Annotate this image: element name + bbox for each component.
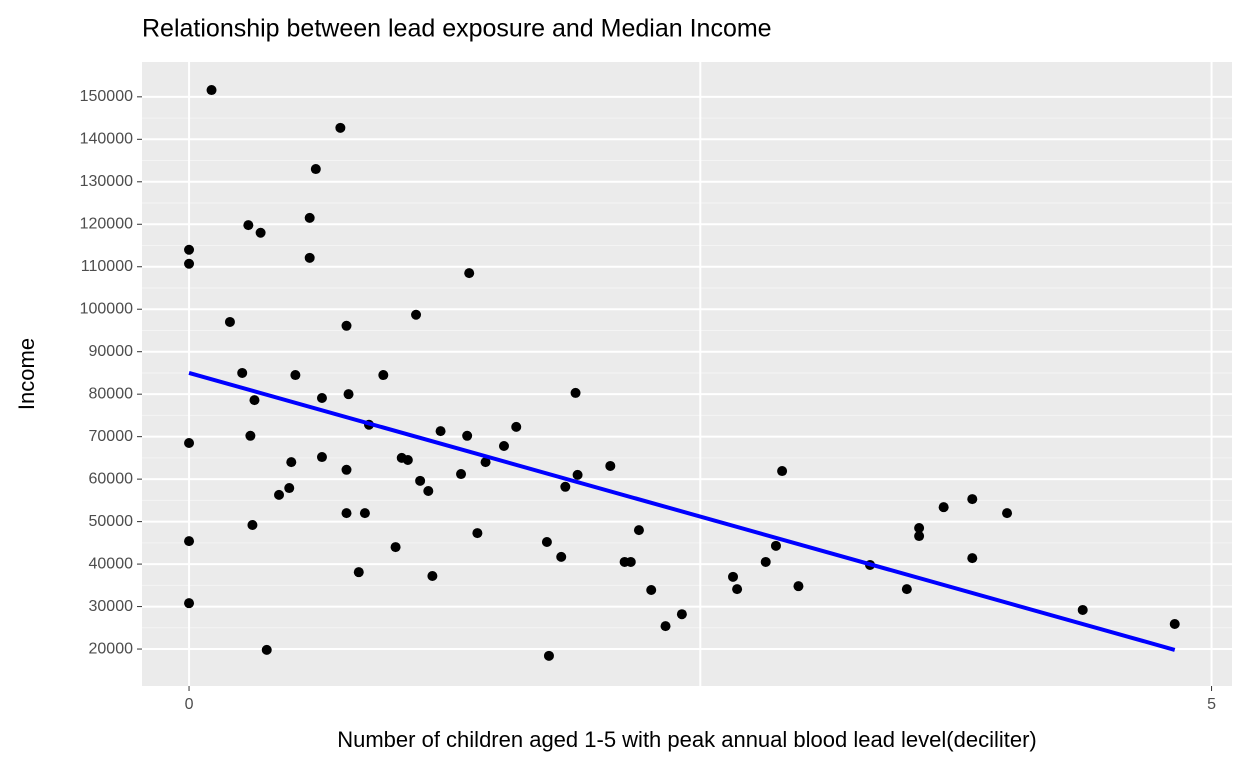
panel xyxy=(142,62,1232,686)
point xyxy=(728,571,739,582)
point xyxy=(224,316,235,327)
x-tick-label: 5 xyxy=(1207,696,1216,713)
point xyxy=(341,320,352,331)
point xyxy=(498,441,509,451)
point xyxy=(435,426,446,437)
point xyxy=(480,457,491,468)
point xyxy=(243,220,254,231)
point xyxy=(261,644,272,655)
point xyxy=(286,457,297,468)
y-tick-label: 50000 xyxy=(89,513,134,530)
point xyxy=(343,389,354,400)
point xyxy=(543,650,554,661)
point xyxy=(556,551,567,562)
point xyxy=(359,508,370,519)
point xyxy=(378,370,389,381)
point xyxy=(793,581,804,592)
point xyxy=(511,421,522,432)
point xyxy=(570,387,581,398)
point xyxy=(290,370,301,381)
point xyxy=(304,212,315,223)
y-tick-label: 90000 xyxy=(89,343,134,360)
point xyxy=(427,570,438,581)
point xyxy=(572,469,583,480)
point xyxy=(411,309,422,320)
point xyxy=(423,486,434,497)
point xyxy=(456,469,467,480)
point xyxy=(646,585,657,595)
y-tick-label: 20000 xyxy=(89,640,134,657)
point xyxy=(255,227,266,238)
point xyxy=(316,452,327,463)
point xyxy=(1077,604,1088,615)
point xyxy=(914,522,925,533)
point xyxy=(274,489,285,500)
y-tick-label: 40000 xyxy=(89,555,134,572)
point xyxy=(335,122,346,133)
point xyxy=(237,367,248,378)
point xyxy=(541,537,552,547)
point xyxy=(402,455,413,466)
point xyxy=(633,525,644,536)
marks xyxy=(184,85,1180,661)
point xyxy=(184,258,195,269)
chart-title: Relationship between lead exposure and M… xyxy=(142,15,772,43)
point xyxy=(660,621,671,632)
y-tick-label: 60000 xyxy=(89,470,134,487)
x-axis-label: Number of children aged 1-5 with peak an… xyxy=(337,727,1037,752)
y-tick-label: 120000 xyxy=(80,215,133,232)
point xyxy=(415,475,426,486)
grid xyxy=(142,62,1232,686)
point xyxy=(245,430,256,441)
point xyxy=(353,567,364,578)
point xyxy=(310,164,321,175)
y-tick-label: 130000 xyxy=(80,173,133,190)
y-tick-label: 70000 xyxy=(89,428,134,445)
point xyxy=(967,553,978,564)
point xyxy=(184,438,195,449)
point xyxy=(732,584,743,595)
point xyxy=(390,542,401,553)
point xyxy=(676,609,687,620)
y-tick-label: 110000 xyxy=(81,258,133,275)
x-tick-label: 0 xyxy=(185,696,194,713)
point xyxy=(247,520,258,531)
point xyxy=(472,528,483,539)
point xyxy=(914,531,925,542)
point xyxy=(967,494,978,505)
point xyxy=(316,393,327,403)
point xyxy=(462,430,473,441)
point xyxy=(901,584,912,595)
point xyxy=(341,508,352,519)
point xyxy=(770,540,781,551)
point xyxy=(560,481,571,492)
point xyxy=(184,536,195,547)
point xyxy=(605,460,616,471)
point xyxy=(464,268,475,279)
point xyxy=(1169,618,1180,629)
y-tick-label: 80000 xyxy=(89,385,134,402)
y-tick-label: 100000 xyxy=(80,300,133,317)
y-axis-label: Income xyxy=(14,338,39,410)
point xyxy=(284,483,295,494)
point xyxy=(249,395,260,406)
point xyxy=(938,502,949,513)
point xyxy=(760,556,771,567)
point xyxy=(777,466,788,477)
point xyxy=(341,464,352,475)
y-tick-label: 30000 xyxy=(89,598,134,615)
fit-line xyxy=(188,371,1176,652)
y-tick-label: 140000 xyxy=(80,131,133,148)
point xyxy=(304,252,315,263)
y-tick-label: 150000 xyxy=(80,88,133,105)
ticks: 20000 30000 40000 50000 60000 70000 80000 90000… xyxy=(80,88,1216,713)
point xyxy=(1002,508,1013,519)
point xyxy=(206,85,217,96)
point xyxy=(625,556,636,567)
point xyxy=(184,598,195,609)
point xyxy=(184,244,195,255)
